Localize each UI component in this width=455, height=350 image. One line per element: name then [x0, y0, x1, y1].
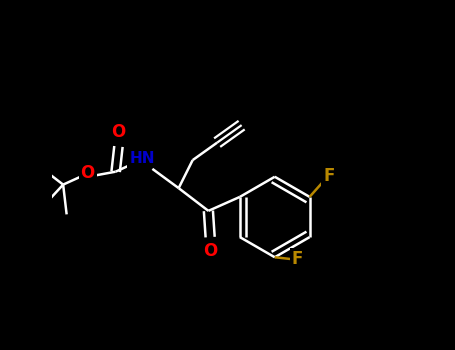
Text: F: F: [292, 250, 303, 268]
Text: O: O: [81, 164, 95, 182]
Text: F: F: [323, 167, 334, 185]
Text: HN: HN: [129, 151, 155, 166]
Text: O: O: [203, 242, 217, 260]
Text: O: O: [111, 124, 126, 141]
